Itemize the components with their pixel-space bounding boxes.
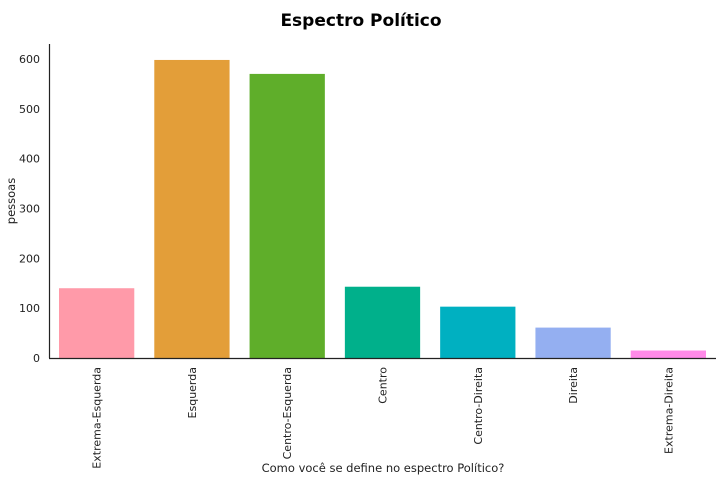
x-tick-label: Extrema-Esquerda xyxy=(91,367,104,469)
y-tick-label: 500 xyxy=(19,103,40,116)
bar-direita xyxy=(535,327,611,358)
y-tick-label: 300 xyxy=(19,202,40,215)
bar-extrema-direita xyxy=(630,350,706,358)
x-tick-label: Centro xyxy=(377,367,390,404)
y-tick-label: 0 xyxy=(33,352,40,365)
y-axis-label: pessoas xyxy=(4,178,18,224)
y-tick-label: 100 xyxy=(19,302,40,315)
y-tick-label: 200 xyxy=(19,252,40,265)
bar-esquerda xyxy=(154,59,230,358)
x-tick-label: Centro-Esquerda xyxy=(281,367,294,459)
chart-title: Espectro Político xyxy=(280,11,441,31)
x-axis-label: Como você se define no espectro Político… xyxy=(262,461,505,475)
bar-extrema-esquerda xyxy=(59,288,135,358)
y-tick-label: 400 xyxy=(19,153,40,166)
y-tick-label: 600 xyxy=(19,53,40,66)
bars-group xyxy=(59,59,706,359)
x-axis-ticks: Extrema-Esquerda Esquerda Centro-Esquerda C… xyxy=(91,367,676,469)
x-tick-label: Direita xyxy=(567,367,580,404)
bar-centro-esquerda xyxy=(249,73,325,359)
x-tick-label: Esquerda xyxy=(186,367,199,418)
bar-centro-direita xyxy=(440,306,516,358)
y-axis-ticks: 0 100 200 300 400 500 600 xyxy=(19,53,40,365)
x-tick-label: Extrema-Direita xyxy=(662,367,675,454)
x-tick-label: Centro-Direita xyxy=(472,367,485,445)
bar-centro xyxy=(344,286,421,358)
